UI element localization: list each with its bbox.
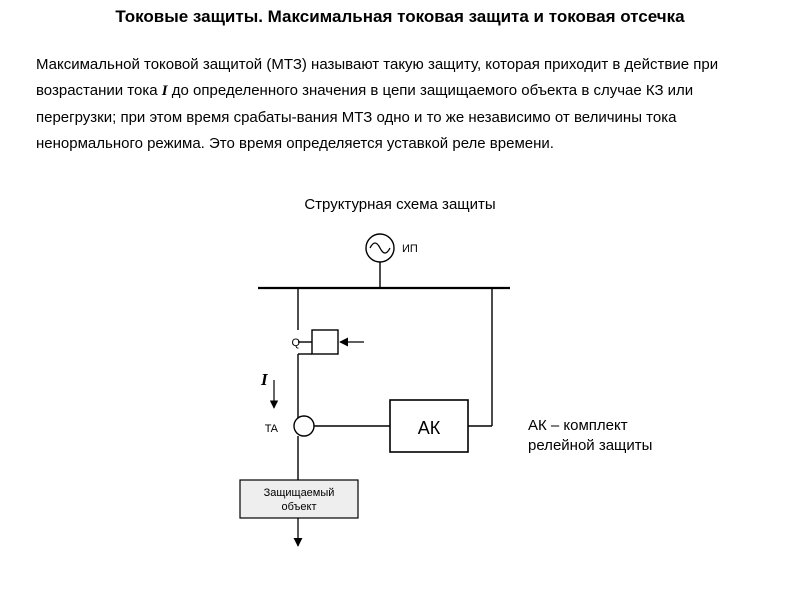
ta-label: TA xyxy=(265,423,279,435)
protection-diagram: ИП Q TA xyxy=(160,222,640,582)
diagram-subtitle: Структурная схема защиты xyxy=(0,196,800,213)
protected-label-2: объект xyxy=(281,501,316,513)
ak-label: АК xyxy=(418,418,441,438)
q-label: Q xyxy=(291,337,300,349)
ak-caption: АК – комплект релейной защиты xyxy=(528,416,652,457)
ak-box: АК xyxy=(390,400,468,452)
ta-transformer: TA xyxy=(265,416,314,436)
ak-caption-line1: АК – комплект xyxy=(528,417,628,434)
source-label: ИП xyxy=(402,243,418,255)
body-paragraph: Максимальной токовой защитой (МТЗ) назыв… xyxy=(36,52,772,157)
protected-label-1: Защищаемый xyxy=(264,487,335,499)
ak-caption-line2: релейной защиты xyxy=(528,437,652,454)
page-title: Токовые защиты. Максимальная токовая защ… xyxy=(40,6,760,27)
source-symbol: ИП xyxy=(366,234,418,262)
protected-object: Защищаемый объект xyxy=(240,480,358,518)
